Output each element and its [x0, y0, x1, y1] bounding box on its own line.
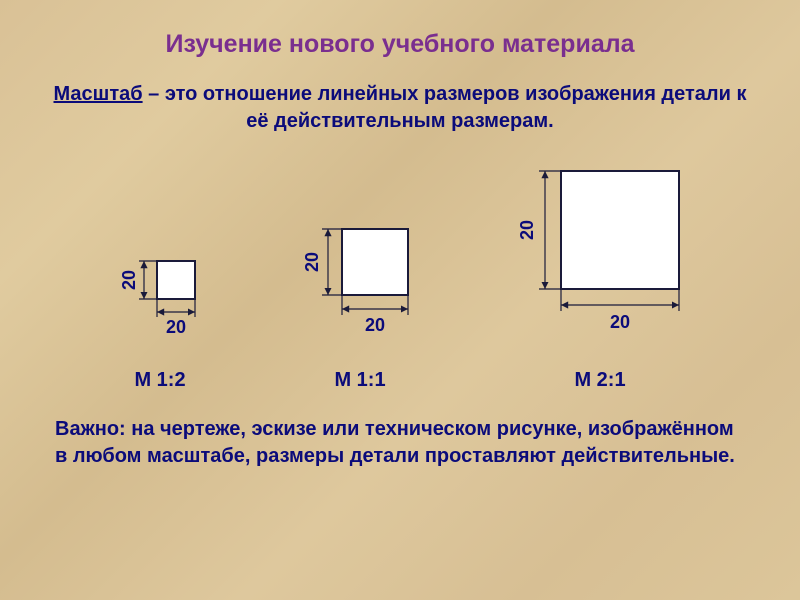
- slide-title: Изучение нового учебного материала: [0, 0, 800, 59]
- diagram-medium: 20 20 М 1:1: [280, 203, 440, 392]
- definition-term: Масштаб: [54, 83, 143, 105]
- dim-square-large: 20 20: [495, 153, 705, 343]
- dim-v-1: 20: [119, 270, 139, 290]
- dim-h-2: 20: [365, 315, 385, 335]
- dim-square-small: 20 20: [95, 233, 225, 343]
- important-lead: Важно: [55, 418, 119, 440]
- dim-v-3: 20: [517, 220, 537, 240]
- dim-h-3: 20: [610, 312, 630, 332]
- scale-label-1: М 1:2: [134, 369, 185, 392]
- dim-square-medium: 20 20: [280, 203, 440, 343]
- scale-label-3: М 2:1: [574, 369, 625, 392]
- diagram-small: 20 20 М 1:2: [95, 233, 225, 392]
- important-note: Важно: на чертеже, эскизе или техническо…: [0, 416, 800, 470]
- dim-h-1: 20: [166, 317, 186, 337]
- scale-label-2: М 1:1: [334, 369, 385, 392]
- definition-rest: – это отношение линейных размеров изобра…: [143, 83, 747, 132]
- important-rest: : на чертеже, эскизе или техническом рис…: [55, 418, 735, 467]
- definition-text: Масштаб – это отношение линейных размеро…: [0, 81, 800, 135]
- dim-v-2: 20: [302, 252, 322, 272]
- diagram-large: 20 20 М 2:1: [495, 153, 705, 392]
- diagram-row: 20 20 М 1:2 20: [0, 153, 800, 392]
